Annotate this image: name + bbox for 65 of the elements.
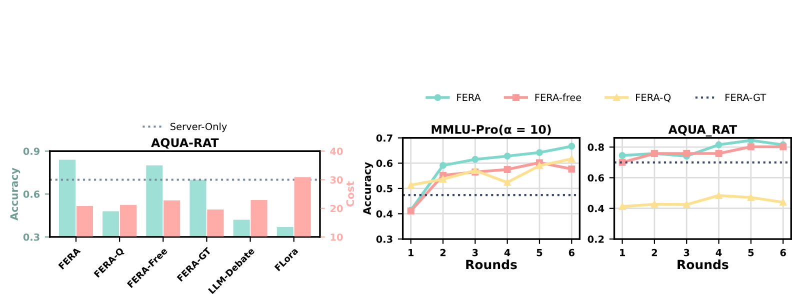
chart-title: AQUA-RAT bbox=[151, 138, 219, 149]
y-tick-label: 0.3 bbox=[23, 233, 40, 241]
y-tick-label: 0.6 bbox=[376, 160, 393, 167]
point bbox=[504, 166, 511, 173]
point bbox=[715, 141, 722, 148]
point bbox=[650, 200, 658, 208]
y2-tick-label: 20 bbox=[330, 204, 343, 212]
chart-title: MMLU-Pro(α = 10) bbox=[432, 124, 551, 136]
x-tick-label: 3 bbox=[472, 248, 478, 256]
x-tick-label: 4 bbox=[504, 249, 510, 256]
point bbox=[440, 162, 446, 169]
point bbox=[504, 178, 511, 186]
point bbox=[568, 155, 576, 162]
x-tick-label: 2 bbox=[440, 248, 446, 256]
x-tick-label: 6 bbox=[780, 248, 786, 256]
x-tick-label: 6 bbox=[568, 248, 575, 256]
point bbox=[472, 156, 479, 163]
y-tick-label: 0.4 bbox=[376, 210, 393, 218]
point bbox=[536, 149, 543, 156]
legend-label: FERA bbox=[457, 94, 481, 101]
x-tick-label: 1 bbox=[620, 249, 626, 256]
y-tick-label: 0.5 bbox=[376, 184, 392, 192]
y-tick-label: 0.6 bbox=[23, 190, 40, 198]
point bbox=[683, 201, 690, 208]
point bbox=[618, 152, 626, 159]
legend-label: Server-Only bbox=[170, 122, 227, 132]
y2-tick-label: 40 bbox=[330, 148, 343, 155]
y2-tick-label: 10 bbox=[330, 233, 343, 241]
x-tick-label: 3 bbox=[684, 248, 690, 256]
y-axis-title: Accuracy bbox=[363, 162, 374, 215]
y-tick-label: 0.4 bbox=[588, 204, 604, 212]
x-tick-label: 5 bbox=[748, 249, 754, 256]
x-tick-label: 1 bbox=[408, 249, 414, 256]
x-tick-label: 2 bbox=[652, 248, 657, 256]
point bbox=[780, 198, 787, 206]
point bbox=[407, 182, 414, 189]
point bbox=[536, 162, 543, 170]
y-tick-label: 0.2 bbox=[588, 236, 604, 243]
y-tick-label: 0.7 bbox=[376, 134, 392, 142]
point bbox=[747, 143, 754, 150]
legend-label: FERA-Q bbox=[636, 94, 671, 102]
y-tick-label: 0.8 bbox=[588, 144, 604, 151]
point bbox=[440, 176, 446, 183]
y2-tick-label: 30 bbox=[330, 176, 343, 184]
point bbox=[568, 142, 576, 150]
x-axis-title: Rounds bbox=[678, 260, 728, 270]
x-tick-label: 4 bbox=[716, 249, 722, 256]
legend-label: FERA-free bbox=[535, 94, 582, 102]
point bbox=[618, 203, 626, 210]
y-tick-label: 0.3 bbox=[376, 236, 392, 243]
y-axis-title: Accuracy bbox=[10, 168, 20, 220]
legend-label: FERA-GT bbox=[726, 94, 766, 102]
point bbox=[504, 152, 511, 160]
x-tick-label: 5 bbox=[536, 249, 542, 256]
y-tick-label: 0.6 bbox=[588, 174, 604, 182]
point bbox=[747, 194, 754, 201]
point bbox=[715, 150, 722, 157]
y2-axis-title: Cost bbox=[346, 181, 354, 207]
x-axis-title: Rounds bbox=[466, 260, 517, 270]
y-tick-label: 0.9 bbox=[23, 148, 40, 155]
chart-title: AQUA_RAT bbox=[668, 124, 738, 137]
point bbox=[715, 192, 722, 199]
point bbox=[568, 166, 576, 172]
point bbox=[683, 150, 690, 157]
point bbox=[747, 138, 754, 144]
